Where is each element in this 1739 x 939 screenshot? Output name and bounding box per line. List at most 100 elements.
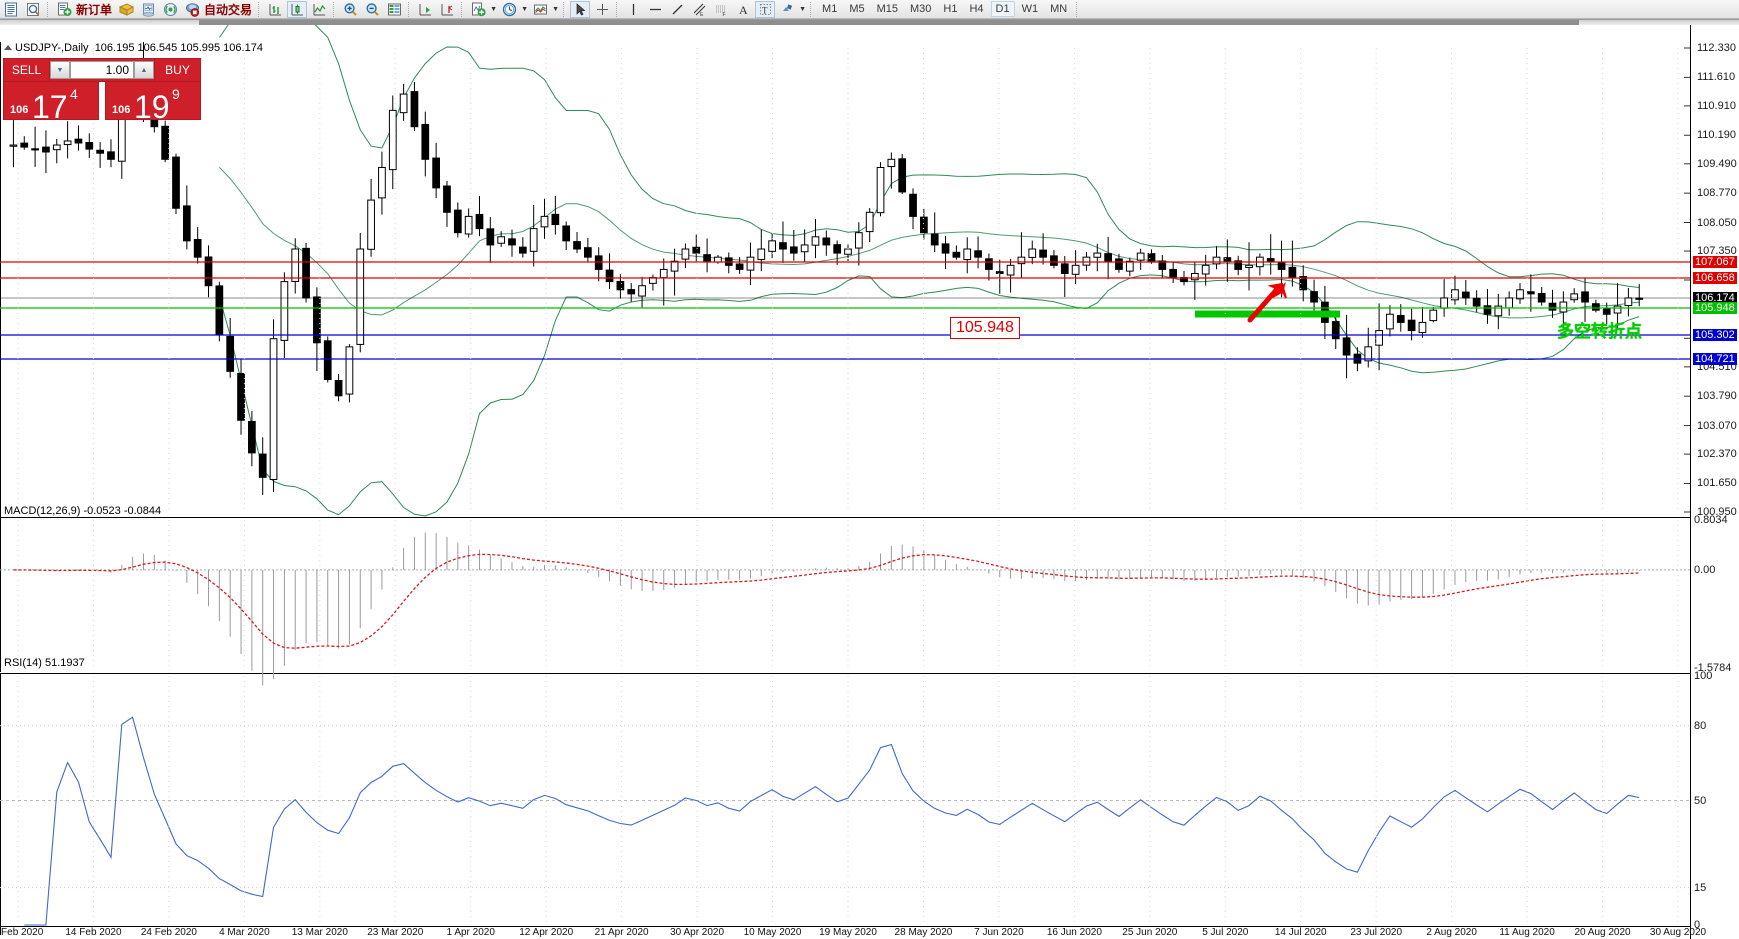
sell-button[interactable]: SELL <box>3 58 50 82</box>
volume-increment-button[interactable]: ▲ <box>134 61 154 79</box>
autotrade-label[interactable]: 自动交易 <box>204 2 253 17</box>
price-line-label[interactable]: 107.067 <box>1693 256 1737 268</box>
periods-icon[interactable] <box>499 1 519 18</box>
chart-shift-icon[interactable] <box>437 1 457 18</box>
volume-control[interactable]: ▼ 1.00 ▲ <box>50 58 154 82</box>
new-order-icon[interactable] <box>54 1 74 18</box>
zoom-out-icon[interactable] <box>362 1 382 18</box>
timeframe-h1[interactable]: H1 <box>943 3 958 15</box>
data-window-icon[interactable] <box>23 1 43 18</box>
rsi-indicator-label: RSI(14) 51.1937 <box>4 657 85 669</box>
grid-icon[interactable] <box>384 1 404 18</box>
price-axis-tick: 110.910 <box>1697 99 1736 112</box>
cursor-icon[interactable] <box>570 0 591 18</box>
market-watch-icon[interactable] <box>1 1 21 18</box>
timeframe-m15[interactable]: M15 <box>876 3 898 15</box>
price-annotation-label[interactable]: 105.948 <box>950 317 1020 339</box>
time-axis-tick: 30 Aug 2020 <box>1649 927 1707 938</box>
timeframe-m5[interactable]: M5 <box>849 3 865 15</box>
autotrade-icon[interactable] <box>182 1 202 18</box>
shapes-icon[interactable] <box>777 1 797 18</box>
mq-cloud-icon[interactable] <box>138 1 158 18</box>
price-axis-tick: 110.190 <box>1697 129 1736 142</box>
timeframe-mn[interactable]: MN <box>1050 3 1068 15</box>
price-line-label[interactable]: 105.302 <box>1693 329 1737 341</box>
timeframe-w1[interactable]: W1 <box>1021 3 1039 15</box>
trendline-icon[interactable] <box>667 1 687 18</box>
terminal-icon[interactable] <box>116 1 136 18</box>
one-click-trading-panel[interactable]: SELL ▼ 1.00 ▲ BUY 106 17 4 106 19 9 <box>3 58 201 120</box>
chevron-down-icon[interactable]: ▼ <box>552 5 559 13</box>
buy-price-big-figure: 106 <box>112 104 131 116</box>
fibo-icon[interactable]: F <box>711 1 731 18</box>
hline-icon[interactable] <box>645 1 665 18</box>
crosshair-icon[interactable] <box>592 1 612 18</box>
price-axis-tick: 100.950 <box>1697 506 1737 518</box>
time-axis-tick: 16 Jun 2020 <box>1046 927 1102 938</box>
timeframe-d1[interactable]: D1 <box>990 1 1015 17</box>
time-axis-tick: 30 Apr 2020 <box>670 927 725 938</box>
scrollbar-thumb[interactable] <box>199 20 1579 25</box>
toolbar-separator <box>333 1 336 17</box>
buy-price-fraction: 9 <box>172 86 180 102</box>
auto-scroll-icon[interactable] <box>415 1 435 18</box>
time-axis-tick: 13 Mar 2020 <box>291 927 348 938</box>
candle-chart-icon[interactable] <box>287 0 308 18</box>
vline-icon[interactable] <box>623 1 643 18</box>
price-line-label[interactable]: 104.721 <box>1693 353 1737 365</box>
bar-chart-icon[interactable] <box>265 1 285 18</box>
symbol-name: USDJPY-,Daily <box>15 42 89 54</box>
rsi-axis-tick: 100 <box>1694 670 1713 682</box>
time-axis-tick: 24 Feb 2020 <box>140 927 197 938</box>
timeframe-h4[interactable]: H4 <box>969 3 984 15</box>
text-label-icon[interactable]: T <box>755 0 776 18</box>
price-axis-tick: 109.490 <box>1697 157 1737 170</box>
toolbar-separator <box>563 1 566 17</box>
timeframe-m30[interactable]: M30 <box>910 3 932 15</box>
price-line-label[interactable]: 106.658 <box>1693 272 1737 284</box>
chevron-down-icon[interactable]: ▼ <box>490 5 497 13</box>
price-chart-svg <box>0 20 1691 939</box>
svg-text:A: A <box>739 3 748 17</box>
chevron-down-icon[interactable]: ▼ <box>799 5 806 13</box>
buy-button[interactable]: BUY <box>154 58 201 82</box>
macd-axis-tick: 0.00 <box>1694 563 1716 576</box>
chart-area[interactable]: USDJPY-,Daily 106.195 106.545 105.995 10… <box>0 19 1739 939</box>
horizontal-scrollbar[interactable] <box>0 20 1739 25</box>
turning-point-note[interactable]: 多空转折点 <box>1557 322 1642 341</box>
plot-canvas[interactable] <box>0 20 1739 939</box>
rsi-axis-tick: 0 <box>1694 919 1701 931</box>
main-toolbar: 新订单 自动交易 ▼ ▼ <box>0 0 1739 19</box>
signals-icon[interactable] <box>160 1 180 18</box>
price-line-label[interactable]: 105.948 <box>1693 302 1737 314</box>
rsi-axis-tick: 15 <box>1694 881 1707 894</box>
new-order-label[interactable]: 新订单 <box>76 2 113 17</box>
price-line-label[interactable]: 106.174 <box>1693 292 1737 304</box>
volume-input[interactable]: 1.00 <box>70 61 134 79</box>
text-icon[interactable]: A <box>733 1 753 18</box>
buy-price-display[interactable]: 106 19 9 <box>105 82 201 120</box>
equidistant-channel-icon[interactable]: E <box>689 1 709 18</box>
ohlc-high: 106.545 <box>137 42 178 54</box>
collapse-triangle-icon[interactable] <box>4 45 12 50</box>
price-axis-tick: 101.650 <box>1697 477 1737 490</box>
toolbar-separator <box>1076 1 1079 17</box>
symbol-ohlc-header: USDJPY-,Daily 106.195 106.545 105.995 10… <box>4 42 263 54</box>
price-axis-tick: 103.790 <box>1697 390 1737 403</box>
volume-decrement-button[interactable]: ▼ <box>50 61 70 79</box>
time-axis-tick: 1 Apr 2020 <box>446 927 495 938</box>
toolbar-separator <box>616 1 619 17</box>
price-axis-tick: 108.050 <box>1697 216 1737 229</box>
ohlc-close: 106.174 <box>223 42 263 54</box>
timeframe-m1[interactable]: M1 <box>822 3 838 15</box>
indicators-icon[interactable] <box>468 1 488 18</box>
templates-icon[interactable] <box>530 1 550 18</box>
chevron-down-icon[interactable]: ▼ <box>521 5 528 13</box>
macd-indicator-label: MACD(12,26,9) -0.0523 -0.0844 <box>4 505 162 517</box>
zoom-in-icon[interactable] <box>340 1 360 18</box>
sell-price-display[interactable]: 106 17 4 <box>3 82 99 120</box>
price-axis-tick: 108.770 <box>1697 187 1737 200</box>
line-chart-icon[interactable] <box>309 1 329 18</box>
time-axis-tick: 23 Mar 2020 <box>367 927 424 938</box>
time-axis-tick: 25 Jun 2020 <box>1122 927 1178 938</box>
